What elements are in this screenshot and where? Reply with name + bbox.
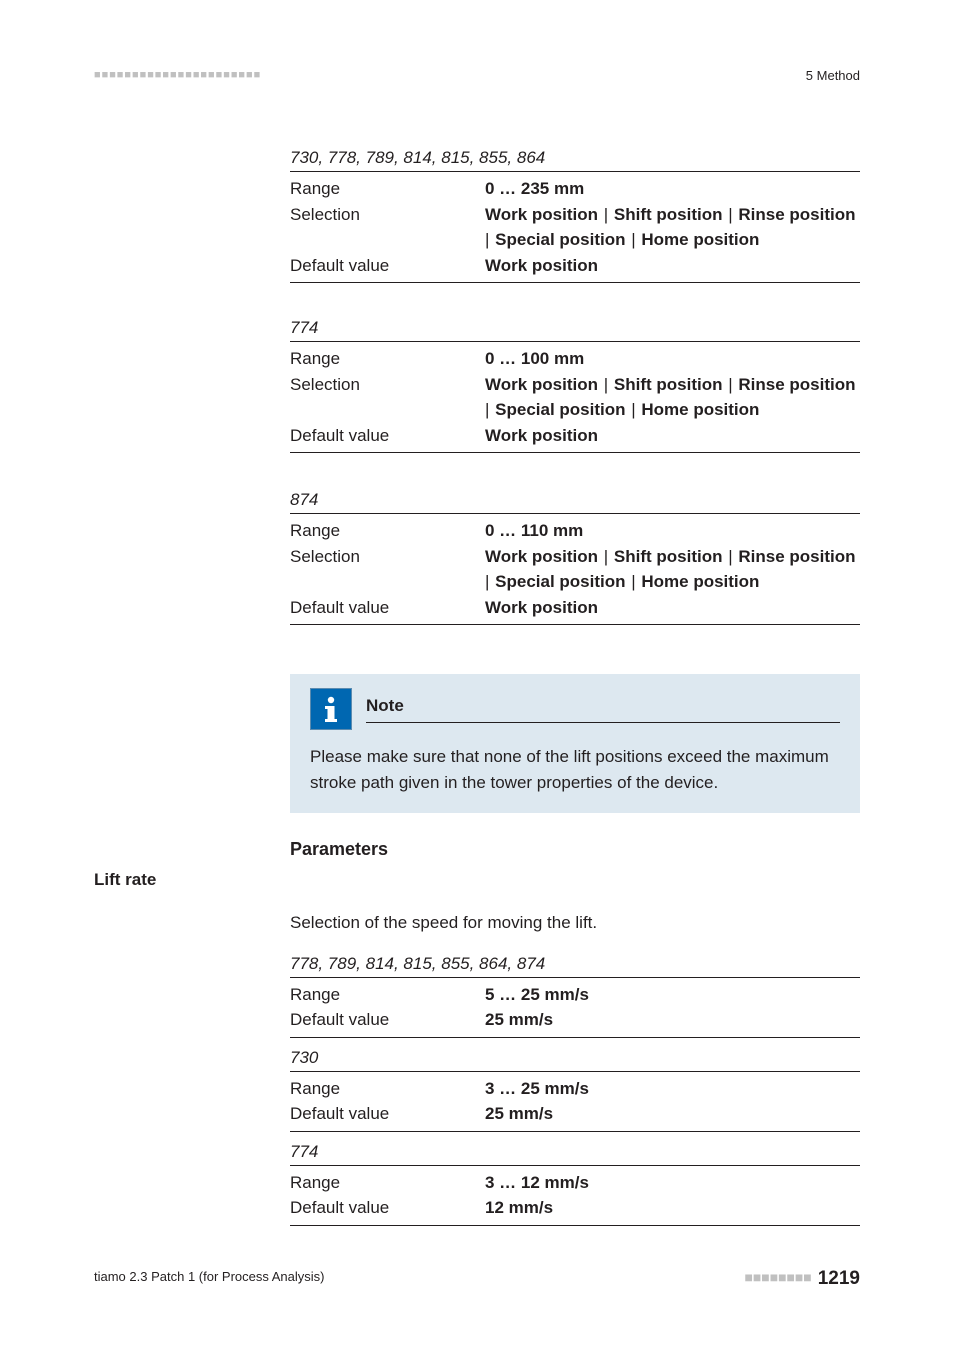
info-icon [310, 688, 352, 730]
param-label: Range [290, 1076, 485, 1102]
param-label: Range [290, 346, 485, 372]
footer-left: tiamo 2.3 Patch 1 (for Process Analysis) [94, 1269, 324, 1284]
header-dashes: ■■■■■■■■■■■■■■■■■■■■■■ [94, 70, 261, 82]
param-row: SelectionWork position | Shift position … [290, 544, 860, 595]
param-label: Range [290, 1170, 485, 1196]
param-value: 0 … 110 mm [485, 518, 860, 544]
param-label: Range [290, 982, 485, 1008]
param-value: Work position [485, 595, 860, 621]
param-value: 25 mm/s [485, 1101, 860, 1127]
param-value: 12 mm/s [485, 1195, 860, 1221]
param-row: Range3 … 25 mm/s [290, 1076, 860, 1102]
param-row: Default valueWork position [290, 253, 860, 284]
param-value: Work position [485, 253, 860, 279]
param-row: Range0 … 235 mm [290, 176, 860, 202]
param-table: 778, 789, 814, 815, 855, 864, 874 Range5 … [290, 954, 860, 1038]
device-list: 730, 778, 789, 814, 815, 855, 864 [290, 148, 860, 172]
device-block: 874 Range0 … 110 mmSelectionWork position… [290, 490, 860, 625]
note-text: Please make sure that none of the lift p… [310, 744, 840, 795]
param-row: Default value25 mm/s [290, 1101, 860, 1132]
param-label: Selection [290, 202, 485, 253]
lift-rate-intro: Selection of the speed for moving the li… [290, 910, 860, 936]
note-title: Note [366, 696, 840, 723]
parameters-heading: Parameters [290, 839, 860, 860]
param-row: Default valueWork position [290, 423, 860, 454]
param-label: Range [290, 176, 485, 202]
footer-right: ■■■■■■■■ 1219 [745, 1268, 861, 1290]
note-heading-row: Note [310, 688, 840, 730]
param-label: Range [290, 518, 485, 544]
param-row: SelectionWork position | Shift position … [290, 372, 860, 423]
param-row: Default value25 mm/s [290, 1007, 860, 1038]
param-row: Default value12 mm/s [290, 1195, 860, 1226]
param-label: Default value [290, 1195, 485, 1221]
device-list: 774 [290, 1142, 860, 1166]
param-row: SelectionWork position | Shift position … [290, 202, 860, 253]
note-box: Note Please make sure that none of the l… [290, 674, 860, 813]
footer-dashes: ■■■■■■■■ [745, 1271, 812, 1287]
param-value: 0 … 235 mm [485, 176, 860, 202]
param-value: 25 mm/s [485, 1007, 860, 1033]
param-row: Range0 … 110 mm [290, 518, 860, 544]
param-row: Range3 … 12 mm/s [290, 1170, 860, 1196]
lift-rate-label: Lift rate [94, 870, 156, 890]
param-table: 730 Range3 … 25 mm/sDefault value25 mm/s [290, 1048, 860, 1132]
param-row: Default valueWork position [290, 595, 860, 626]
param-value: Work position [485, 423, 860, 449]
param-label: Selection [290, 372, 485, 423]
param-value: 3 … 25 mm/s [485, 1076, 860, 1102]
param-value: 0 … 100 mm [485, 346, 860, 372]
device-list: 730 [290, 1048, 860, 1072]
param-value: Work position | Shift position | Rinse p… [485, 372, 860, 423]
param-row: Range5 … 25 mm/s [290, 982, 860, 1008]
header-section-label: 5 Method [806, 68, 860, 83]
device-block: 774 Range0 … 100 mmSelectionWork position… [290, 318, 860, 453]
device-list: 778, 789, 814, 815, 855, 864, 874 [290, 954, 860, 978]
param-label: Selection [290, 544, 485, 595]
param-label: Default value [290, 595, 485, 621]
param-table: 774 Range3 … 12 mm/sDefault value12 mm/s [290, 1142, 860, 1226]
param-row: Range0 … 100 mm [290, 346, 860, 372]
param-value: 3 … 12 mm/s [485, 1170, 860, 1196]
param-value: Work position | Shift position | Rinse p… [485, 544, 860, 595]
param-label: Default value [290, 423, 485, 449]
param-value: 5 … 25 mm/s [485, 982, 860, 1008]
param-label: Default value [290, 253, 485, 279]
param-value: Work position | Shift position | Rinse p… [485, 202, 860, 253]
device-list: 874 [290, 490, 860, 514]
param-label: Default value [290, 1007, 485, 1033]
page-number: 1219 [818, 1268, 860, 1289]
device-block: 730, 778, 789, 814, 815, 855, 864 Range0 … [290, 148, 860, 283]
param-label: Default value [290, 1101, 485, 1127]
device-list: 774 [290, 318, 860, 342]
